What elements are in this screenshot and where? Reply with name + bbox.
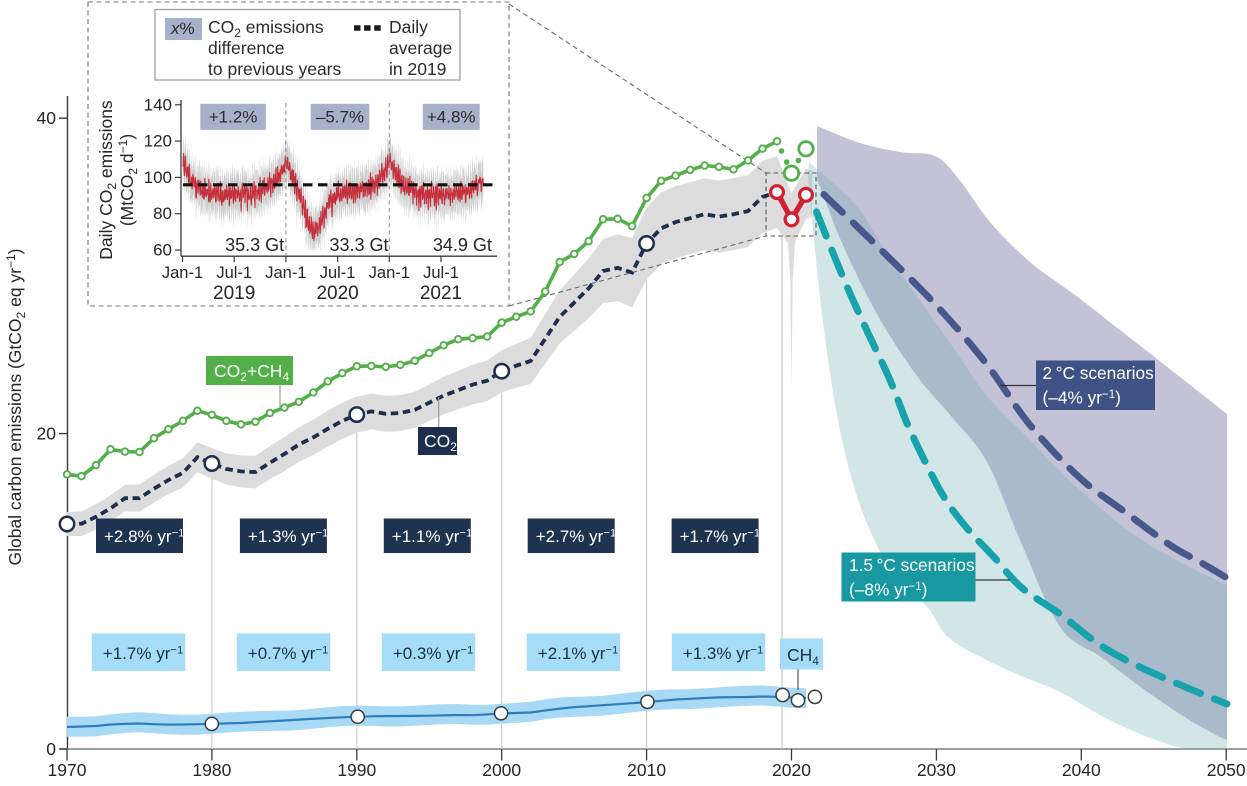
svg-text:1980: 1980 <box>192 760 231 780</box>
svg-text:+2.7% yr−1: +2.7% yr−1 <box>536 527 616 546</box>
svg-text:CO2 emissions: CO2 emissions <box>208 17 324 40</box>
svg-text:2020: 2020 <box>316 283 358 304</box>
svg-text:in 2019: in 2019 <box>389 59 446 79</box>
svg-text:(–8% yr−1): (–8% yr−1) <box>849 580 927 600</box>
svg-text:2000: 2000 <box>482 760 521 780</box>
svg-text:2020: 2020 <box>772 760 811 780</box>
svg-text:120: 120 <box>144 132 172 151</box>
svg-text:+1.1% yr−1: +1.1% yr−1 <box>392 527 472 546</box>
svg-text:34.9 Gt: 34.9 Gt <box>433 235 492 255</box>
svg-text:80: 80 <box>153 204 172 223</box>
svg-text:2021: 2021 <box>420 283 462 304</box>
svg-text:+0.3% yr−1: +0.3% yr−1 <box>393 644 473 663</box>
svg-text:average: average <box>389 38 452 58</box>
svg-text:140: 140 <box>144 95 172 114</box>
svg-text:Jul-1: Jul-1 <box>320 264 356 282</box>
svg-text:+1.2%: +1.2% <box>209 108 258 127</box>
svg-text:0: 0 <box>46 739 56 759</box>
svg-text:35.3 Gt: 35.3 Gt <box>225 235 284 255</box>
svg-text:2 °C scenarios: 2 °C scenarios <box>1043 363 1155 383</box>
svg-text:60: 60 <box>153 241 172 260</box>
svg-text:+0.7% yr−1: +0.7% yr−1 <box>248 644 328 663</box>
svg-text:CO2: CO2 <box>424 431 457 454</box>
svg-text:2050: 2050 <box>1207 760 1246 780</box>
svg-text:20: 20 <box>37 424 57 444</box>
svg-text:2040: 2040 <box>1062 760 1101 780</box>
svg-text:+1.3% yr−1: +1.3% yr−1 <box>248 527 328 546</box>
svg-text:1970: 1970 <box>48 760 87 780</box>
svg-text:Jul-1: Jul-1 <box>423 264 459 282</box>
svg-text:Jan-1: Jan-1 <box>369 264 410 282</box>
svg-text:100: 100 <box>144 168 172 187</box>
svg-text:–5.7%: –5.7% <box>316 108 364 127</box>
svg-text:33.3 Gt: 33.3 Gt <box>329 235 388 255</box>
svg-text:Daily: Daily <box>389 17 428 37</box>
svg-text:Jul-1: Jul-1 <box>216 264 252 282</box>
svg-text:Jan-1: Jan-1 <box>162 264 203 282</box>
svg-text:CH4: CH4 <box>787 645 819 668</box>
svg-text:+2.8% yr−1: +2.8% yr−1 <box>104 527 184 546</box>
svg-text:40: 40 <box>37 108 57 128</box>
svg-text:2030: 2030 <box>917 760 956 780</box>
svg-text:Global carbon emissions (GtCO2: Global carbon emissions (GtCO2 eq yr−1) <box>4 248 28 565</box>
svg-text:+1.7% yr−1: +1.7% yr−1 <box>680 527 760 546</box>
svg-text:2019: 2019 <box>213 283 255 304</box>
svg-text:(–4% yr−1): (–4% yr−1) <box>1043 388 1121 408</box>
svg-text:difference: difference <box>208 38 285 58</box>
svg-text:2010: 2010 <box>627 760 666 780</box>
svg-text:+4.8%: +4.8% <box>427 108 476 127</box>
svg-text:+2.1% yr−1: +2.1% yr−1 <box>538 644 618 663</box>
svg-text:1.5 °C scenarios: 1.5 °C scenarios <box>849 555 975 575</box>
svg-text:Jan-1: Jan-1 <box>265 264 306 282</box>
svg-text:1990: 1990 <box>337 760 376 780</box>
svg-text:+1.7% yr−1: +1.7% yr−1 <box>103 644 183 663</box>
svg-text:CO2+CH4: CO2+CH4 <box>214 361 289 384</box>
svg-text:x%: x% <box>170 19 195 38</box>
svg-text:Daily CO2 emissions: Daily CO2 emissions <box>96 100 119 260</box>
svg-text:+1.3% yr−1: +1.3% yr−1 <box>683 644 763 663</box>
svg-text:to previous years: to previous years <box>208 59 342 79</box>
